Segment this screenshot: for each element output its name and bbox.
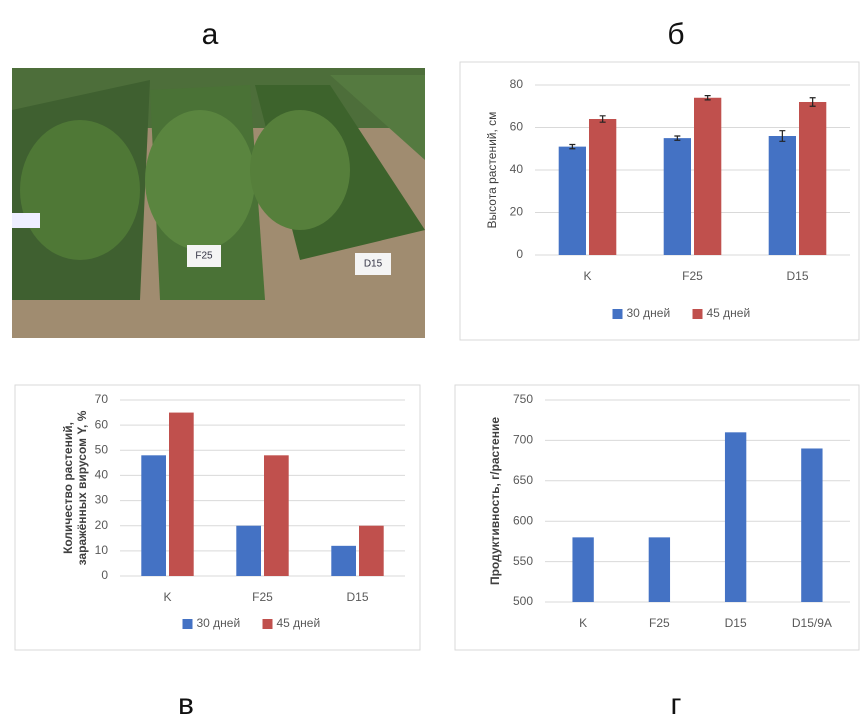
y-axis-label: Количество растений, заражённых вирусом … [53, 388, 97, 588]
y-tick-label: 0 [101, 568, 108, 582]
legend-swatch [263, 619, 273, 629]
legend-label: 30 дней [627, 306, 671, 320]
bar [801, 448, 822, 602]
x-tick-label: D15 [786, 269, 808, 283]
legend-swatch [613, 309, 623, 319]
bar [664, 138, 691, 255]
x-tick-label: D15 [346, 590, 368, 604]
legend-label: 45 дней [707, 306, 751, 320]
bar [359, 526, 384, 576]
bar [725, 432, 746, 602]
bar [236, 526, 261, 576]
bar [589, 119, 616, 255]
x-tick-label: F25 [649, 616, 670, 630]
legend-label: 45 дней [277, 616, 321, 630]
bar [264, 455, 289, 576]
bar [769, 136, 796, 255]
bar [649, 537, 670, 602]
bar [694, 98, 721, 255]
photo-sign: F25 [195, 251, 213, 262]
x-tick-label: D15/9A [792, 616, 832, 630]
x-tick-label: K [579, 616, 587, 630]
bar [559, 147, 586, 255]
x-tick-label: D15 [725, 616, 747, 630]
bar [799, 102, 826, 255]
photo-sign: D15 [364, 259, 383, 270]
panel-label: в [178, 688, 194, 721]
bar [141, 455, 166, 576]
y-axis-label: Высота растений, см [470, 70, 514, 270]
panel-label: б [667, 18, 684, 51]
bar [572, 537, 593, 602]
legend-label: 30 дней [197, 616, 241, 630]
x-tick-label: F25 [252, 590, 273, 604]
legend-swatch [183, 619, 193, 629]
legend-swatch [693, 309, 703, 319]
bar [331, 546, 356, 576]
panel-label: а [202, 18, 219, 51]
x-tick-label: F25 [682, 269, 703, 283]
x-tick-label: K [163, 590, 171, 604]
chart: а б в г F25 D15 020406080KF25D1530 дней4… [0, 0, 860, 724]
bar [169, 413, 194, 576]
x-tick-label: K [583, 269, 591, 283]
panel-label: г [671, 688, 682, 721]
y-tick-label: 0 [516, 247, 523, 261]
y-axis-label: Продуктивность, г/растение [473, 401, 517, 601]
photo: F25 D15 [12, 68, 425, 338]
figure: а б в г F25 D15 020406080KF25D1530 дней4… [0, 0, 860, 724]
